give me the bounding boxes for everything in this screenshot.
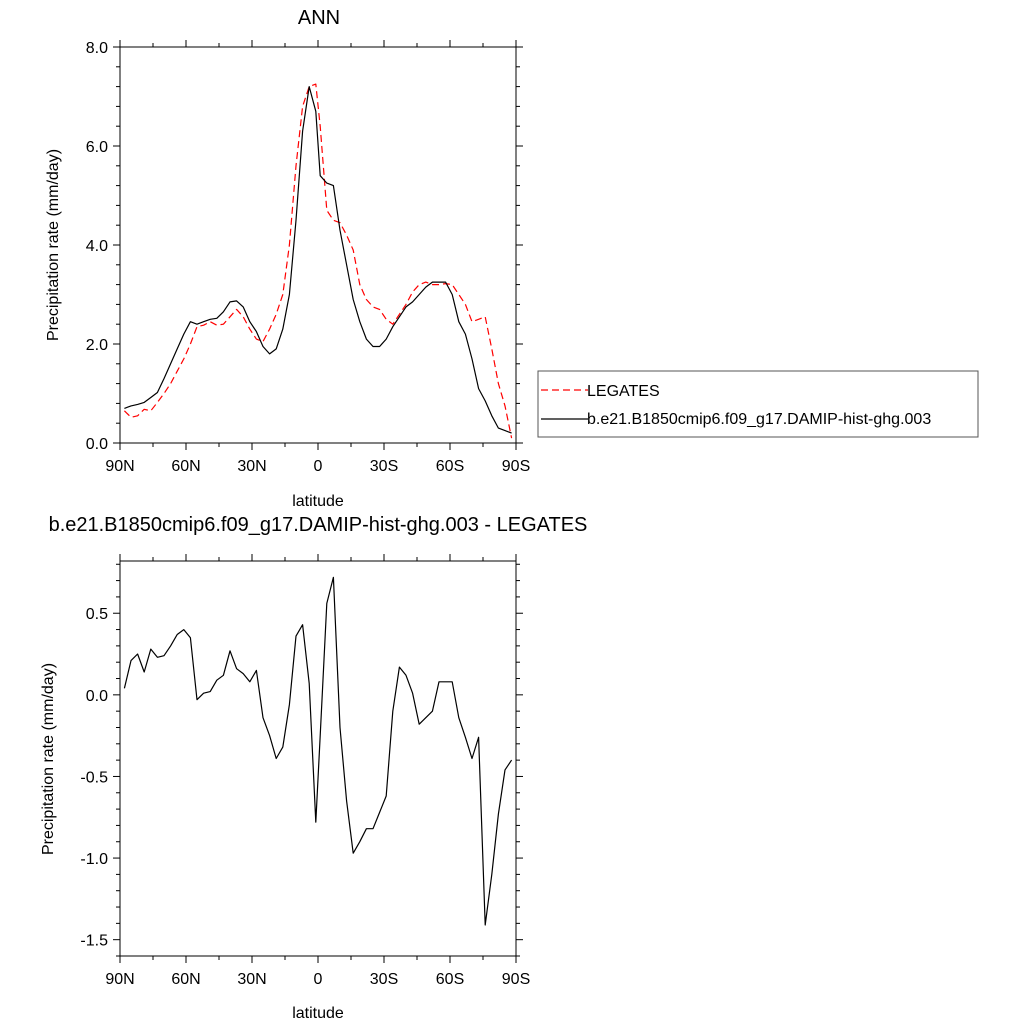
bottom-plot-frame [119, 560, 517, 957]
top-series-line-1 [124, 85, 512, 434]
bottom-x-tick-label: 60N [171, 971, 200, 988]
top-axes: 90N 60N 30N 0 30S 60S 90S 0.0 2.0 4.0 6.0 8.0 [86, 40, 530, 475]
top-y-axis-label: Precipitation rate (mm/day) [45, 149, 62, 341]
bottom-series-group [123, 576, 513, 926]
top-y-tick-label: 2.0 [86, 337, 108, 354]
top-x-tick-label: 60S [436, 458, 464, 475]
top-y-tick-label: 0.0 [86, 436, 108, 453]
bottom-x-tick-label: 60S [436, 971, 464, 988]
top-y-tick-label: 8.0 [86, 40, 108, 57]
bottom-y-tick-label: 0.5 [86, 606, 108, 623]
legend: LEGATES b.e21.B1850cmip6.f09_g17.DAMIP-h… [537, 370, 979, 438]
bottom-axes: 90N 60N 30N 0 30S 60S 90S 0.5 0.0 -0.5 -1.0 -1.5 [80, 554, 530, 988]
top-x-tick-label: 30N [237, 458, 266, 475]
bottom-x-tick-label: 30S [370, 971, 398, 988]
bottom-y-tick-label: -1.0 [80, 851, 108, 868]
bottom-x-tick-label: 90N [105, 971, 134, 988]
top-chart-title: ANN [298, 7, 340, 29]
bottom-chart-title: b.e21.B1850cmip6.f09_g17.DAMIP-hist-ghg.… [49, 514, 588, 536]
top-series-group [123, 83, 513, 439]
bottom-y-tick-label: -1.5 [80, 933, 108, 950]
legend-label-model: b.e21.B1850cmip6.f09_g17.DAMIP-hist-ghg.… [587, 411, 931, 428]
top-x-tick-label: 30S [370, 458, 398, 475]
bottom-y-tick-label: 0.0 [86, 688, 108, 705]
top-x-axis-label: latitude [292, 493, 344, 510]
bottom-y-tick-label: -0.5 [80, 769, 108, 786]
top-y-tick-label: 4.0 [86, 238, 108, 255]
bottom-x-tick-label: 90S [502, 971, 530, 988]
top-x-tick-label: 0 [314, 458, 323, 475]
bottom-y-axis-label: Precipitation rate (mm/day) [40, 663, 57, 855]
bottom-x-tick-label: 0 [314, 971, 323, 988]
top-y-tick-label: 6.0 [86, 139, 108, 156]
bottom-panel: b.e21.B1850cmip6.f09_g17.DAMIP-hist-ghg.… [40, 514, 587, 1022]
legend-label-legates: LEGATES [587, 383, 660, 400]
top-x-tick-label: 90N [105, 458, 134, 475]
top-panel: ANN 90N 60N 30N 0 30S 60S 90S 0.0 2.0 4.0 6.0 8.0 P… [45, 7, 530, 510]
top-x-tick-label: 60N [171, 458, 200, 475]
bottom-series-line-0 [123, 576, 513, 926]
bottom-x-axis-label: latitude [292, 1005, 344, 1022]
top-x-tick-label: 90S [502, 458, 530, 475]
bottom-x-tick-label: 30N [237, 971, 266, 988]
legend-box [537, 370, 979, 438]
